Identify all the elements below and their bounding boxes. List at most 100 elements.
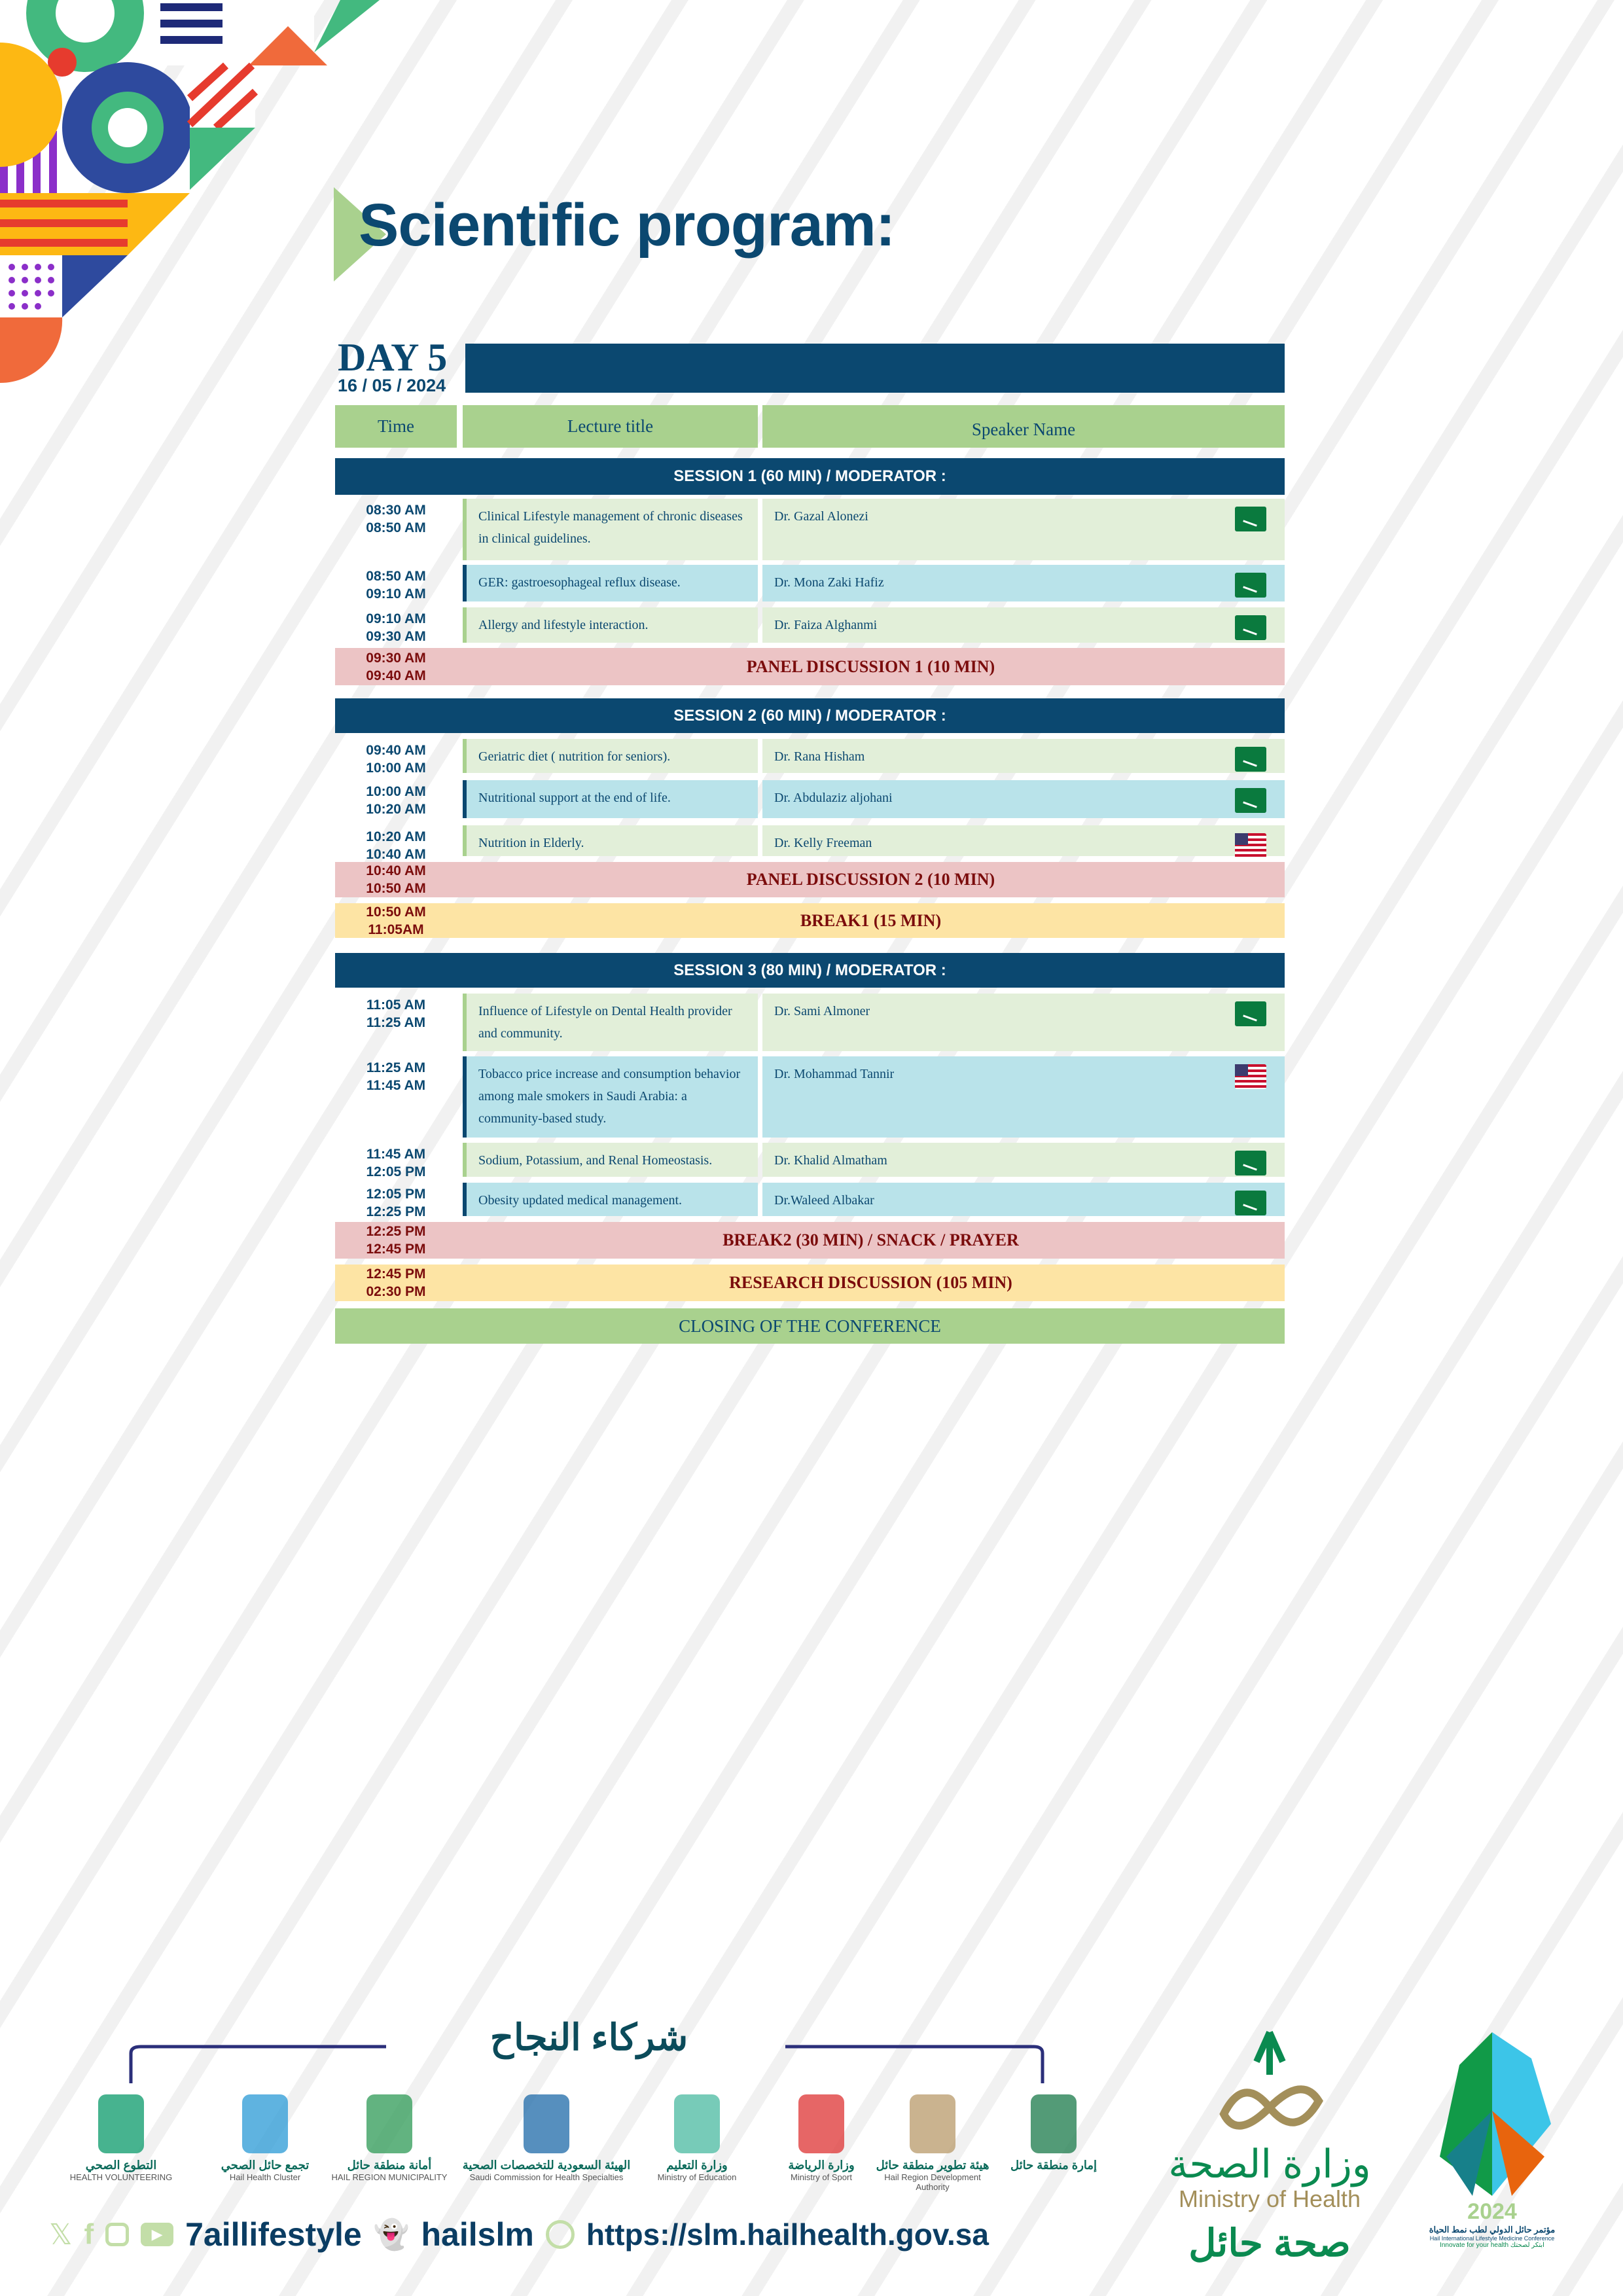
time-range: 11:05 AM 11:25 AM xyxy=(335,996,457,1031)
end-time: 11:25 AM xyxy=(366,1015,426,1030)
partner-arabic: تجمع حائل الصحي xyxy=(221,2159,310,2172)
partner-arabic: وزارة الرياضة xyxy=(788,2159,855,2172)
speaker-cell: Dr. Faiza Alghanmi xyxy=(762,607,1285,643)
usa-flag-icon xyxy=(1235,1064,1266,1089)
break-row: 12:25 PM 12:45 PM BREAK2 (30 MIN) / SNACK … xyxy=(335,1222,1285,1259)
break-label: PANEL DISCUSSION 2 (10 MIN) xyxy=(746,870,995,889)
partner-emblem-icon xyxy=(366,2094,412,2153)
time-range: 10:40 AM 10:50 AM xyxy=(335,862,457,897)
start-time: 12:05 PM xyxy=(366,1187,426,1202)
lecture-row: 08:30 AM 08:50 AM Clinical Lifestyle manag… xyxy=(335,499,1285,560)
lecture-title: Geriatric diet ( nutrition for seniors). xyxy=(463,739,758,773)
start-time: 10:00 AM xyxy=(366,784,426,799)
snapchat-icon[interactable]: 👻 xyxy=(373,2219,410,2251)
session-header: SESSION 2 (60 MIN) / MODERATOR : xyxy=(673,706,946,725)
speaker-name: Dr. Kelly Freeman xyxy=(774,836,872,850)
time-range: 10:50 AM 11:05AM xyxy=(335,903,457,939)
end-time: 10:40 AM xyxy=(366,847,426,862)
partner-english: Hail Health Cluster xyxy=(229,2172,301,2182)
globe-icon xyxy=(545,2220,575,2249)
time-range: 09:30 AM 09:40 AM xyxy=(335,649,457,685)
header-time: Time xyxy=(335,405,457,448)
instagram-icon[interactable] xyxy=(105,2223,130,2246)
moh-emblem-icon xyxy=(1219,2030,1324,2130)
saudi-flag-icon xyxy=(1235,747,1266,772)
break-label: BREAK1 (15 MIN) xyxy=(800,910,942,930)
partner-arabic: التطوع الصحي xyxy=(85,2159,157,2172)
partner-emblem-icon xyxy=(674,2094,720,2153)
end-time: 09:10 AM xyxy=(366,586,426,601)
lecture-title: Influence of Lifestyle on Dental Health … xyxy=(463,994,758,1051)
end-time: 09:40 AM xyxy=(366,668,426,683)
day-banner xyxy=(465,344,1285,393)
end-time: 11:45 AM xyxy=(366,1078,426,1093)
saudi-flag-icon xyxy=(1235,1191,1266,1215)
partner-emblem-icon xyxy=(524,2094,569,2153)
time-range: 09:10 AM 09:30 AM xyxy=(335,610,457,645)
break-label: BREAK2 (30 MIN) / SNACK / PRAYER xyxy=(722,1230,1019,1249)
lecture-row: 08:50 AM 09:10 AM GER: gastroesophageal re… xyxy=(335,565,1285,601)
lecture-row: 10:00 AM 10:20 AM Nutritional support at t… xyxy=(335,780,1285,818)
partner-arabic: أمانة منطقة حائل xyxy=(347,2159,432,2172)
speaker-name: Dr. Rana Hisham xyxy=(774,749,865,764)
partner-emblem-icon xyxy=(1031,2094,1077,2153)
partner-english: Hail Region Development Authority xyxy=(884,2172,981,2192)
time-range: 12:45 PM 02:30 PM xyxy=(335,1265,457,1300)
end-time: 12:25 PM xyxy=(366,1204,426,1219)
partner-logo: التطوع الصحي HEALTH VOLUNTEERING xyxy=(39,2094,203,2182)
break-label: RESEARCH DISCUSSION (105 MIN) xyxy=(729,1273,1012,1292)
lecture-row: 11:05 AM 11:25 AM Influence of Lifestyle o… xyxy=(335,994,1285,1051)
partner-logo: وزارة التعليم Ministry of Education xyxy=(638,2094,756,2182)
social-handle[interactable]: 7aillifestyle xyxy=(185,2216,362,2253)
partner-logo: الهيئة السعودية للتخصصات الصحية Saudi Com… xyxy=(461,2094,632,2182)
facebook-icon[interactable]: f xyxy=(84,2218,94,2250)
start-time: 09:10 AM xyxy=(366,611,426,626)
conference-logo: 2024 مؤتمر حائل الدولي لطب نمط الحياة Ha… xyxy=(1414,2026,1571,2249)
website-link[interactable]: https://slm.hailhealth.gov.sa xyxy=(586,2217,989,2251)
saudi-flag-icon xyxy=(1235,615,1266,640)
partner-arabic: الهيئة السعودية للتخصصات الصحية xyxy=(462,2159,631,2172)
start-time: 10:40 AM xyxy=(366,863,426,878)
start-time: 12:45 PM xyxy=(366,1266,426,1282)
speaker-name: Dr. Mona Zaki Hafiz xyxy=(774,575,884,590)
social-row: 𝕏 f ▶ 7aillifestyle 👻 hailslm https://sl… xyxy=(49,2215,989,2253)
speaker-name: Dr. Mohammad Tannir xyxy=(774,1067,895,1081)
saudi-flag-icon xyxy=(1235,573,1266,598)
session-header: SESSION 3 (80 MIN) / MODERATOR : xyxy=(673,961,946,979)
speaker-name: Dr. Abdulaziz aljohani xyxy=(774,791,893,805)
speaker-name: Dr. Faiza Alghanmi xyxy=(774,618,878,632)
partner-english: Ministry of Sport xyxy=(791,2172,852,2182)
partners-title: شركاء النجاح xyxy=(490,2017,688,2058)
start-time: 11:45 AM xyxy=(366,1147,426,1162)
conference-emblem-icon xyxy=(1440,2032,1551,2196)
partner-logo: هيئة تطوير منطقة حائل Hail Region Develop… xyxy=(874,2094,991,2192)
speaker-cell: Dr. Mona Zaki Hafiz xyxy=(762,565,1285,601)
time-range: 10:00 AM 10:20 AM xyxy=(335,783,457,818)
closing-label: CLOSING OF THE CONFERENCE xyxy=(679,1316,941,1336)
start-time: 11:05 AM xyxy=(366,997,426,1013)
time-range: 11:25 AM 11:45 AM xyxy=(335,1059,457,1094)
snapchat-handle[interactable]: hailslm xyxy=(421,2216,534,2253)
x-icon[interactable]: 𝕏 xyxy=(49,2218,73,2251)
partner-emblem-icon xyxy=(98,2094,144,2153)
speaker-name: Dr.Waleed Albakar xyxy=(774,1193,874,1208)
end-time: 10:50 AM xyxy=(366,881,426,896)
lecture-row: 12:05 PM 12:25 PM Obesity updated medical … xyxy=(335,1183,1285,1219)
lecture-title: Allergy and lifestyle interaction. xyxy=(463,607,758,643)
partner-logo: أمانة منطقة حائل HAIL REGION MUNICIPALITY xyxy=(330,2094,448,2182)
partner-logo: وزارة الرياضة Ministry of Sport xyxy=(776,2094,867,2182)
time-range: 11:45 AM 12:05 PM xyxy=(335,1145,457,1181)
lecture-title: GER: gastroesophageal reflux disease. xyxy=(463,565,758,601)
start-time: 12:25 PM xyxy=(366,1224,426,1239)
title-arrow-icon xyxy=(334,187,386,281)
partner-arabic: إمارة منطقة حائل xyxy=(1010,2159,1097,2172)
speaker-cell: Dr. Khalid Almatham xyxy=(762,1143,1285,1177)
end-time: 10:20 AM xyxy=(366,802,426,817)
speaker-name: Dr. Sami Almoner xyxy=(774,1004,870,1018)
partner-emblem-icon xyxy=(910,2094,955,2153)
youtube-icon[interactable]: ▶ xyxy=(141,2223,174,2246)
partner-emblem-icon xyxy=(798,2094,844,2153)
time-range: 09:40 AM 10:00 AM xyxy=(335,742,457,777)
end-time: 12:45 PM xyxy=(366,1242,426,1257)
lecture-title: Nutrition in Elderly. xyxy=(463,825,758,856)
